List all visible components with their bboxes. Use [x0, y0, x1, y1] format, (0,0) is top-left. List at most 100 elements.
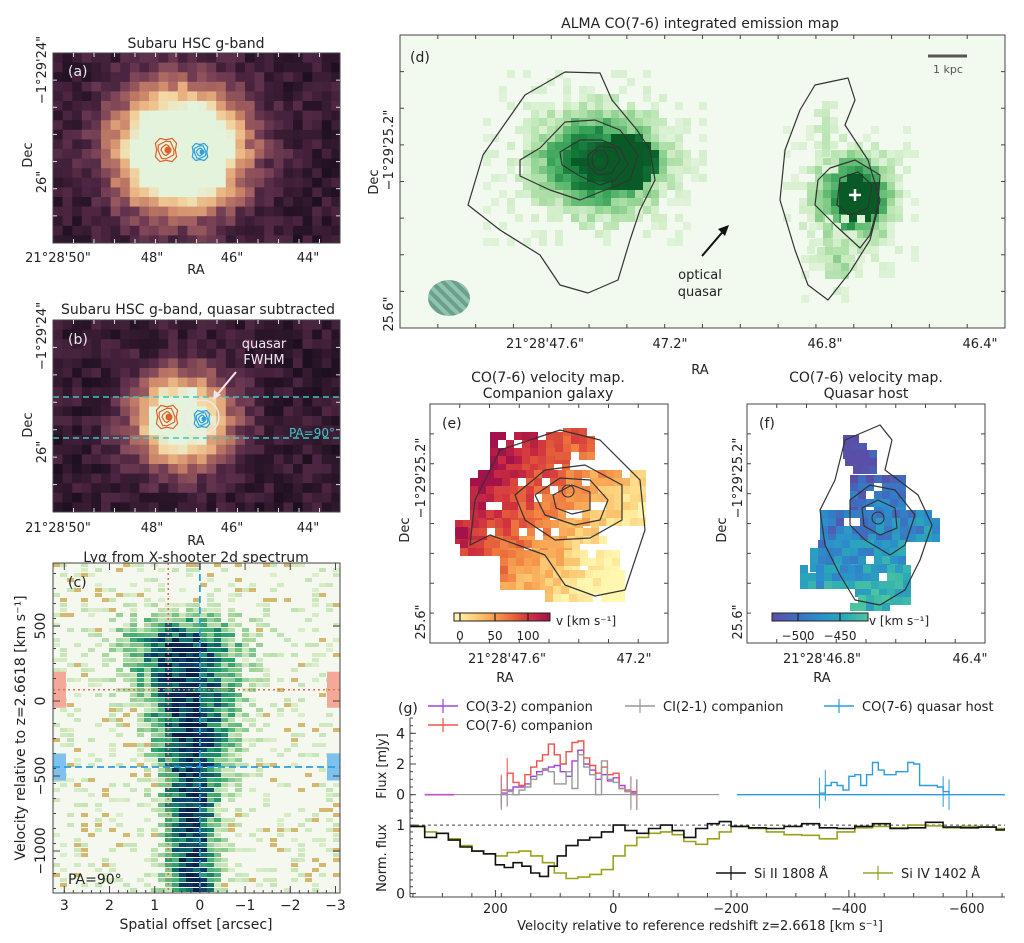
image-pixel [264, 348, 275, 359]
image-pixel [264, 216, 275, 227]
velocity-pixel [574, 494, 582, 502]
map-pixel [651, 102, 659, 110]
map-pixel [833, 255, 841, 263]
image-pixel [72, 139, 83, 150]
velocity-pixel [614, 486, 622, 494]
contour-line [559, 139, 629, 186]
image-pixel [91, 206, 102, 217]
image-pixel [216, 425, 227, 436]
spectrum-pixel [172, 833, 179, 837]
spectrum-pixel [151, 643, 158, 647]
velocity-pixel [850, 556, 858, 564]
image-pixel [235, 177, 246, 188]
spectrum-pixel [144, 633, 151, 637]
spectrum-pixel [200, 733, 207, 737]
spectrum-pixel [186, 638, 193, 642]
map-pixel [895, 158, 903, 166]
velocity-pixel [828, 526, 836, 534]
map-pixel [627, 102, 635, 110]
image-pixel [264, 320, 275, 331]
image-pixel [120, 235, 131, 243]
image-pixel [273, 216, 284, 227]
contour-line [161, 410, 173, 424]
spectrum-pixel [305, 773, 312, 777]
image-pixel [129, 358, 140, 369]
spectrum-pixel [235, 588, 242, 592]
spectrum-pixel [214, 723, 221, 727]
spectrum-pixel [242, 628, 249, 632]
map-pixel [547, 198, 555, 206]
image-pixel [168, 425, 179, 436]
image-pixel [321, 377, 332, 388]
image-pixel [197, 444, 208, 455]
image-pixel [91, 387, 102, 398]
image-pixel [331, 444, 340, 455]
image-pixel [139, 396, 150, 407]
spectrum-pixel [137, 763, 144, 767]
velocity-pixel [478, 494, 486, 502]
spectrum-pixel [81, 673, 88, 677]
spectrum-pixel [235, 773, 242, 777]
spectrum-pixel [144, 588, 151, 592]
spectrum-pixel [130, 623, 137, 627]
spectrum-pixel [158, 878, 165, 882]
image-pixel [72, 129, 83, 140]
map-pixel [833, 271, 841, 279]
image-pixel [206, 168, 217, 179]
map-pixel [627, 190, 635, 198]
spectrum-pixel [263, 603, 270, 607]
spectrum-pixel [53, 563, 60, 567]
image-pixel [331, 235, 340, 243]
spectrum-pixel [200, 613, 207, 617]
velocity-pixel [882, 595, 890, 603]
map-pixel [619, 158, 627, 166]
contour-peak [201, 416, 207, 422]
image-pixel [81, 406, 92, 417]
spectrum-pixel [109, 693, 116, 697]
image-pixel [293, 473, 304, 484]
map-pixel [531, 102, 539, 110]
velocity-pixel [853, 458, 861, 466]
image-pixel [149, 187, 160, 198]
spectrum-pixel [333, 793, 340, 797]
image-pixel [158, 216, 169, 227]
panel-e-ticks [430, 404, 668, 643]
image-pixel [197, 416, 208, 427]
spectrum-pixel [151, 693, 158, 697]
spectrum-pixel [249, 718, 256, 722]
spectrum-pixel [186, 613, 193, 617]
image-pixel [62, 139, 73, 150]
map-pixel [571, 190, 579, 198]
velocity-pixel [816, 573, 824, 581]
panel-g-normflux-series [410, 820, 1005, 880]
image-pixel [302, 149, 313, 160]
velocity-pixel [842, 540, 850, 548]
image-pixel [273, 444, 284, 455]
spectrum-pixel [228, 848, 235, 852]
panel-c-ytick-label: 500 [33, 613, 49, 640]
spectrum-pixel [284, 783, 291, 787]
map-pixel [563, 174, 571, 182]
spectrum-pixel [144, 663, 151, 667]
colorbar-segment [800, 613, 804, 621]
map-pixel [603, 182, 611, 190]
spectrum-pixel [256, 603, 263, 607]
image-pixel [177, 235, 188, 243]
image-pixel [264, 483, 275, 494]
spectrum-pixel [144, 718, 151, 722]
image-pixel [254, 110, 265, 121]
image-pixel [197, 464, 208, 475]
spectrum-pixel [144, 873, 151, 877]
image-pixel [72, 235, 83, 243]
image-pixel [321, 358, 332, 369]
map-pixel [651, 158, 659, 166]
panel-a-xtick-label: 21°28'50" [25, 251, 91, 266]
panel-a-image [53, 53, 340, 243]
map-pixel [643, 182, 651, 190]
spectrum-pixel [263, 563, 270, 567]
map-pixel [579, 142, 587, 150]
image-pixel [101, 53, 112, 64]
image-pixel [321, 396, 332, 407]
map-pixel [849, 239, 857, 247]
velocity-pixel [882, 475, 890, 483]
